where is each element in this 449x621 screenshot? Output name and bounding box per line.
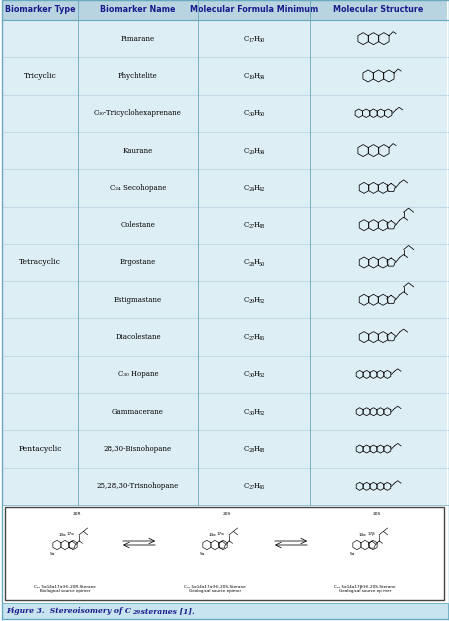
Text: 14α: 14α: [208, 533, 216, 537]
Text: C: C: [244, 296, 249, 304]
Text: 28: 28: [248, 448, 255, 453]
Text: H: H: [254, 147, 260, 155]
Text: C: C: [244, 35, 249, 43]
Text: Tetracyclic: Tetracyclic: [19, 258, 61, 266]
Text: 19: 19: [248, 75, 255, 80]
Text: 27: 27: [248, 336, 255, 341]
Text: 17: 17: [248, 38, 255, 43]
Text: 20S: 20S: [223, 512, 231, 516]
Text: C: C: [244, 483, 249, 491]
Bar: [2, 20, 447, 505]
Text: 30: 30: [248, 373, 255, 378]
Text: 5α: 5α: [349, 552, 355, 556]
Text: 29: 29: [248, 299, 255, 304]
Text: Phychtelite: Phychtelite: [118, 72, 158, 80]
Text: 29: 29: [132, 610, 140, 615]
Text: C₂₅ 5α14α17α(H)-20R-Sterane
Biological source epimer: C₂₅ 5α14α17α(H)-20R-Sterane Biological s…: [34, 585, 96, 593]
Text: Colestane: Colestane: [121, 221, 155, 229]
Text: H: H: [254, 221, 260, 229]
Text: Kaurane: Kaurane: [123, 147, 153, 155]
Text: 30: 30: [248, 112, 255, 117]
Text: H: H: [254, 408, 260, 415]
Text: 27: 27: [248, 224, 255, 229]
Text: H: H: [254, 483, 260, 491]
Text: C: C: [244, 147, 249, 155]
Text: H: H: [254, 109, 260, 117]
Text: Diacolestane: Diacolestane: [115, 333, 161, 341]
Text: 14α: 14α: [358, 533, 366, 537]
Text: 28: 28: [248, 261, 255, 266]
Text: Pimarane: Pimarane: [121, 35, 155, 43]
Text: 28,30-Bisnohopane: 28,30-Bisnohopane: [104, 445, 172, 453]
Text: 48: 48: [259, 224, 265, 229]
Text: 14α: 14α: [58, 533, 66, 537]
Text: C₂₄ Secohopane: C₂₄ Secohopane: [110, 184, 166, 192]
Text: C₂₅ 5α14α17β(H)-20S-Sterane
Geological source ep mer: C₂₅ 5α14α17β(H)-20S-Sterane Geological s…: [334, 585, 396, 593]
Text: 46: 46: [259, 486, 265, 491]
Text: 46: 46: [259, 336, 265, 341]
Text: 5α: 5α: [199, 552, 205, 556]
Text: 34: 34: [259, 75, 265, 80]
Text: Gammacerane: Gammacerane: [112, 408, 164, 415]
Bar: [2, 0, 447, 20]
Text: H: H: [254, 333, 260, 341]
Text: 20R: 20R: [73, 512, 81, 516]
Text: 52: 52: [259, 299, 265, 304]
Text: 25,28,30-Trisnohopane: 25,28,30-Trisnohopane: [97, 483, 179, 491]
Bar: [5, 507, 444, 600]
Text: Tricyclic: Tricyclic: [24, 72, 57, 80]
Text: H: H: [254, 258, 260, 266]
Text: Molecular Structure: Molecular Structure: [333, 6, 424, 14]
Text: C: C: [244, 445, 249, 453]
Text: steranes [1].: steranes [1].: [138, 607, 194, 615]
Text: 30: 30: [248, 410, 255, 415]
Text: C: C: [244, 72, 249, 80]
Text: C: C: [244, 370, 249, 378]
Text: 20S: 20S: [373, 512, 381, 516]
Text: C: C: [244, 408, 249, 415]
Text: 34: 34: [259, 150, 265, 155]
Text: 24: 24: [248, 187, 255, 192]
Text: 42: 42: [259, 187, 265, 192]
Text: 17β: 17β: [367, 532, 375, 536]
Text: Biomarker Type: Biomarker Type: [4, 6, 75, 14]
Text: 17α: 17α: [217, 532, 225, 536]
Text: 20: 20: [248, 150, 255, 155]
Text: 5α: 5α: [49, 552, 55, 556]
Text: C₀₀-Tricyclohexaprenane: C₀₀-Tricyclohexaprenane: [94, 109, 182, 117]
Text: 52: 52: [259, 373, 265, 378]
Text: Molecular Formula Minimum: Molecular Formula Minimum: [190, 6, 318, 14]
Text: Figure 3.  Stereoisomery of C: Figure 3. Stereoisomery of C: [6, 607, 131, 615]
Text: H: H: [254, 370, 260, 378]
Text: C: C: [244, 333, 249, 341]
Text: 27: 27: [248, 486, 255, 491]
Text: 50: 50: [259, 261, 265, 266]
Text: Pentacyclic: Pentacyclic: [18, 445, 62, 453]
Text: C₂₅ 5α14α17α(H)-20S-Sterane
Geological source epimer: C₂₅ 5α14α17α(H)-20S-Sterane Geological s…: [184, 585, 246, 593]
Text: C: C: [244, 184, 249, 192]
Text: C: C: [244, 109, 249, 117]
Text: C: C: [244, 221, 249, 229]
Text: H: H: [254, 296, 260, 304]
Text: H: H: [254, 445, 260, 453]
Text: Estigmastane: Estigmastane: [114, 296, 162, 304]
Text: H: H: [254, 72, 260, 80]
Text: Ergostane: Ergostane: [120, 258, 156, 266]
Bar: [2, 603, 448, 619]
Text: 50: 50: [259, 112, 265, 117]
Text: 17α: 17α: [67, 532, 75, 536]
Text: H: H: [254, 184, 260, 192]
Text: Biomarker Name: Biomarker Name: [100, 6, 176, 14]
Text: 52: 52: [259, 410, 265, 415]
Text: C₃₀ Hopane: C₃₀ Hopane: [118, 370, 158, 378]
Text: H: H: [254, 35, 260, 43]
Text: 48: 48: [259, 448, 265, 453]
Text: 30: 30: [259, 38, 265, 43]
Text: C: C: [244, 258, 249, 266]
